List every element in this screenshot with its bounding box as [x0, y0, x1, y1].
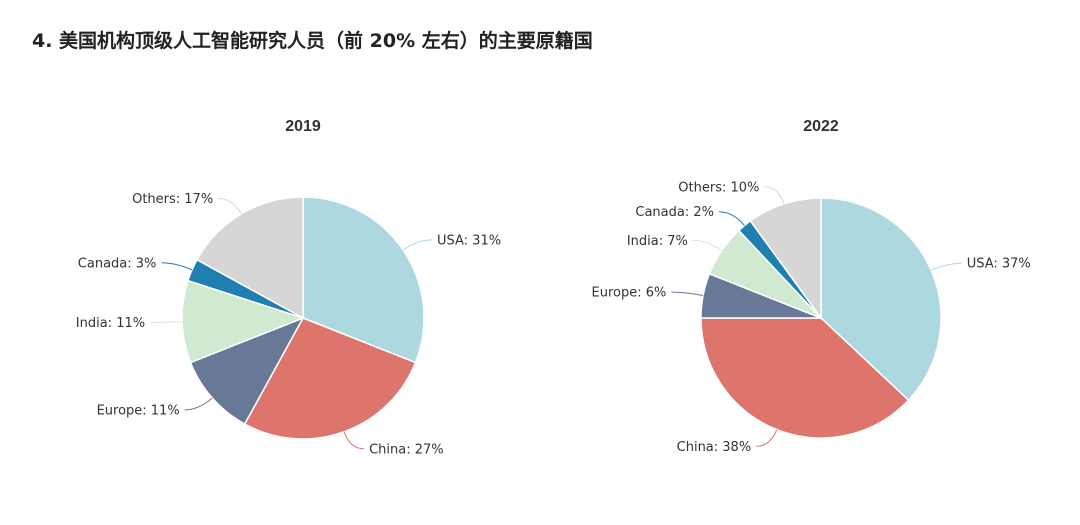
pie-slice-usa: [820, 197, 942, 402]
leader-line-china: [756, 429, 778, 447]
slice-label-usa: USA: 31%: [437, 233, 501, 248]
pie-slice-others: [195, 196, 304, 320]
leader-line-usa: [930, 262, 962, 271]
pie-slice-china: [700, 317, 910, 439]
leader-line-china: [343, 431, 365, 450]
pie-title: 2019: [285, 118, 321, 135]
slice-label-canada: Canada: 3%: [78, 256, 157, 271]
leader-line-india: [692, 239, 723, 251]
slice-label-india: India: 7%: [627, 234, 688, 249]
slice-label-europe: Europe: 11%: [97, 403, 180, 418]
leader-line-others: [764, 186, 785, 205]
leader-line-usa: [402, 239, 433, 251]
slice-label-china: China: 27%: [369, 442, 444, 457]
pie-title: 2022: [803, 118, 839, 135]
pie-2022: 2022 USA: 37% China: 38% Europe: 6% India: 7…: [592, 118, 1031, 455]
chart-title: 4. 美国机构顶级人工智能研究人员（前 20% 左右）的主要原籍国: [32, 30, 593, 52]
leader-line-europe: [671, 291, 704, 296]
pie-2019: 2019 USA: 31% China: 27% Europe: 11% India: …: [76, 118, 501, 457]
pie-slice-usa: [302, 196, 425, 364]
leader-line-canada: [718, 211, 745, 226]
slice-label-usa: USA: 37%: [967, 257, 1031, 272]
leader-line-others: [218, 197, 242, 215]
leader-line-europe: [184, 397, 213, 411]
leader-line-canada: [161, 262, 193, 271]
slice-label-india: India: 11%: [76, 316, 145, 331]
slice-label-canada: Canada: 2%: [635, 205, 714, 220]
pie-slice-europe: [189, 316, 305, 426]
slice-label-europe: Europe: 6%: [592, 286, 667, 301]
leader-line-india: [150, 321, 183, 323]
slice-label-others: Others: 10%: [678, 180, 759, 195]
slice-label-china: China: 38%: [677, 440, 752, 455]
pie-slice-others: [749, 197, 822, 321]
slice-label-others: Others: 17%: [132, 192, 213, 207]
pie-slice-china: [243, 317, 417, 440]
